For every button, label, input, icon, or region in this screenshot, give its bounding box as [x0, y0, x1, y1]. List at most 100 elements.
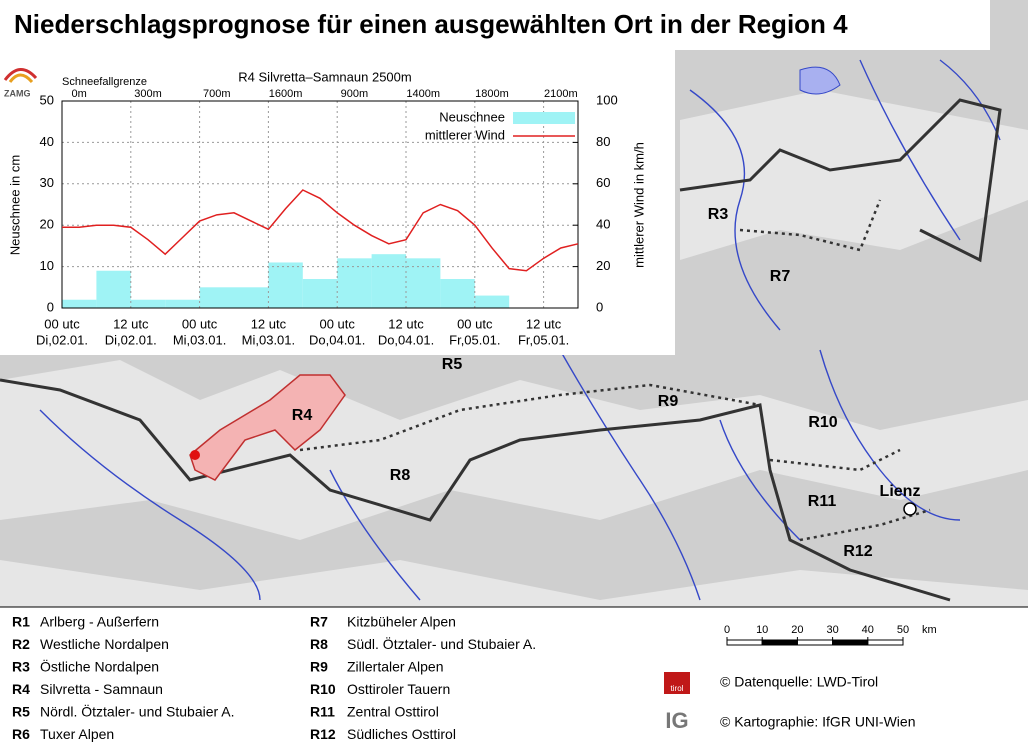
- scale-label: 10: [756, 624, 768, 636]
- bar: [199, 287, 234, 308]
- y-tick-label: 20: [40, 217, 54, 232]
- top-tick-label: 0m: [72, 88, 87, 100]
- credit-data: © Datenquelle: LWD-Tirol: [720, 674, 878, 690]
- legend-name: Zillertaler Alpen: [347, 659, 444, 675]
- x-tick-label: 12 utc: [113, 316, 149, 331]
- scale-segment: [726, 639, 763, 646]
- y2-tick-label: 60: [596, 175, 610, 190]
- x-tick-date: Fr,05.01.: [449, 332, 500, 347]
- region-label: R9: [658, 393, 679, 410]
- region-label: R12: [843, 543, 872, 560]
- scale-unit: km: [922, 624, 937, 636]
- scale-label: 0: [724, 624, 730, 636]
- legend-name: Zentral Osttirol: [347, 704, 439, 720]
- ig-logo: IG: [665, 708, 688, 733]
- bar: [474, 295, 510, 308]
- y-axis-title: Neuschnee in cm: [7, 155, 22, 255]
- bar: [96, 270, 131, 308]
- legend-swatch: [513, 112, 575, 124]
- legend-code: R6: [12, 726, 30, 742]
- top-tick-label: 700m: [203, 88, 231, 100]
- scale-segment: [832, 639, 869, 646]
- bar: [268, 262, 303, 308]
- x-tick-date: Mi,03.01.: [173, 332, 226, 347]
- y-tick-label: 30: [40, 175, 54, 190]
- bar: [165, 299, 200, 308]
- legend-code: R4: [12, 681, 30, 697]
- x-tick-label: 00 utc: [457, 316, 493, 331]
- scale-segment: [867, 639, 904, 646]
- bar: [371, 254, 406, 308]
- legend-panel: [0, 607, 1028, 755]
- tirol-logo-text: tirol: [671, 684, 684, 693]
- top-tick-label: 2100m: [544, 88, 578, 100]
- x-tick-label: 00 utc: [319, 316, 355, 331]
- region-label: R11: [808, 493, 837, 510]
- tirol-logo: [664, 672, 690, 694]
- logo-arc: [3, 68, 38, 81]
- y2-tick-label: 0: [596, 299, 603, 314]
- legend-code: R2: [12, 636, 30, 652]
- bar: [406, 258, 441, 308]
- bar: [440, 279, 475, 308]
- region-label: Lienz: [880, 483, 921, 500]
- legend-code: R3: [12, 659, 30, 675]
- x-tick-label: 12 utc: [251, 316, 287, 331]
- x-tick-date: Di,02.01.: [105, 332, 157, 347]
- top-axis-title: Schneefallgrenze: [62, 76, 147, 88]
- legend-name: Südl. Ötztaler- und Stubaier A.: [347, 635, 536, 652]
- x-tick-date: Do,04.01.: [378, 332, 434, 347]
- region-label: R4: [292, 407, 313, 424]
- x-tick-date: Do,04.01.: [309, 332, 365, 347]
- top-tick-label: 1400m: [406, 88, 440, 100]
- legend-code: R1: [12, 614, 30, 630]
- wind-line: [62, 189, 579, 272]
- borders: [0, 98, 1002, 602]
- bar: [337, 258, 372, 308]
- legend-name: Silvretta - Samnaun: [40, 681, 163, 697]
- region-label: R3: [708, 206, 729, 223]
- bar: [302, 279, 338, 308]
- legend-name: Nördl. Ötztaler- und Stubaier A.: [40, 703, 235, 720]
- x-tick-label: 12 utc: [526, 316, 562, 331]
- y-tick-label: 10: [40, 258, 54, 273]
- x-tick-label: 12 utc: [388, 316, 424, 331]
- scale-label: 40: [862, 624, 874, 636]
- region-label: R10: [808, 414, 837, 431]
- region-label: R7: [770, 268, 791, 285]
- logo: ZAMG: [4, 88, 31, 98]
- legend-code: R5: [12, 704, 30, 720]
- legend-name: Südliches Osttirol: [347, 726, 456, 742]
- scale-label: 20: [791, 624, 803, 636]
- y-tick-label: 0: [47, 299, 54, 314]
- bar: [62, 299, 97, 308]
- lienz-marker: [903, 502, 917, 516]
- region-borders: [299, 199, 931, 542]
- region-label: R8: [390, 467, 411, 484]
- x-tick-label: 00 utc: [44, 316, 80, 331]
- scale-segment: [796, 639, 834, 646]
- legend-name: Kitzbüheler Alpen: [347, 614, 456, 630]
- y2-tick-label: 100: [596, 92, 618, 107]
- top-tick-label: 1800m: [475, 88, 509, 100]
- y2-tick-label: 40: [596, 217, 610, 232]
- legend-label: mittlerer Wind: [425, 127, 505, 142]
- x-tick-date: Di,02.01.: [36, 332, 88, 347]
- legend-name: Westliche Nordalpen: [40, 636, 169, 652]
- top-tick-label: 1600m: [269, 88, 303, 100]
- legend-code: R12: [310, 726, 336, 742]
- legend-code: R8: [310, 636, 328, 652]
- x-tick-date: Fr,05.01.: [518, 332, 569, 347]
- lake: [799, 66, 841, 95]
- legend-name: Arlberg - Außerfern: [40, 614, 159, 630]
- plot-frame: [61, 100, 579, 309]
- title-box: [0, 0, 990, 50]
- bar: [234, 287, 269, 308]
- legend-code: R7: [310, 614, 328, 630]
- legend-code: R11: [310, 704, 335, 720]
- y2-tick-label: 80: [596, 134, 610, 149]
- legend-name: Östliche Nordalpen: [40, 658, 159, 675]
- y2-axis-title: mittlerer Wind in km/h: [631, 142, 646, 268]
